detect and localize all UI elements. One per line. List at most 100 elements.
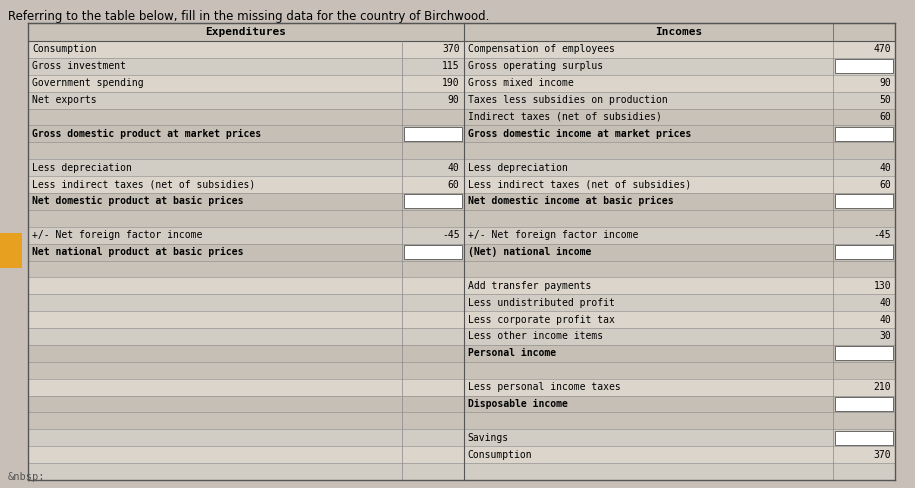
Bar [28,108,464,125]
Bar [28,294,464,311]
Text: 90: 90 [447,95,459,105]
Text: -45: -45 [874,230,891,240]
Text: Net domestic product at basic prices: Net domestic product at basic prices [32,196,243,206]
Text: 130: 130 [874,281,891,291]
Text: Gross operating surplus: Gross operating surplus [468,61,603,71]
Bar [404,127,461,141]
Text: Disposable income: Disposable income [468,399,567,409]
Text: Less depreciation: Less depreciation [468,163,567,173]
Bar [28,159,464,176]
Bar [28,75,464,92]
Bar [464,41,895,58]
Bar [404,245,461,259]
Bar [28,345,464,362]
Bar [464,227,895,244]
Text: Consumption: Consumption [32,44,97,55]
Text: Less corporate profit tax: Less corporate profit tax [468,315,614,325]
Bar [464,210,895,227]
Bar [464,412,895,429]
Text: Consumption: Consumption [468,449,533,460]
Text: Incomes: Incomes [656,27,703,37]
Bar [835,397,893,411]
Text: 40: 40 [879,163,891,173]
Text: 370: 370 [874,449,891,460]
Text: Gross domestic product at market prices: Gross domestic product at market prices [32,129,261,139]
Bar [464,244,895,261]
Text: Referring to the table below, fill in the missing data for the country of Birchw: Referring to the table below, fill in th… [8,10,490,23]
Text: Gross investment: Gross investment [32,61,126,71]
Text: Net national product at basic prices: Net national product at basic prices [32,247,243,257]
Text: Less undistributed profit: Less undistributed profit [468,298,614,308]
Bar [464,261,895,277]
Text: 210: 210 [874,382,891,392]
Bar [464,58,895,75]
Bar [28,446,464,463]
Bar [28,58,464,75]
Bar [28,176,464,193]
Bar [28,396,464,412]
Text: Add transfer payments: Add transfer payments [468,281,591,291]
Bar [464,379,895,396]
Bar [28,193,464,210]
Bar [28,142,464,159]
Bar [835,194,893,208]
Text: 30: 30 [879,331,891,342]
Bar [28,41,464,58]
Bar [28,311,464,328]
Text: Less depreciation: Less depreciation [32,163,132,173]
Bar [464,125,895,142]
Text: Expenditures: Expenditures [205,27,286,37]
Text: +/- Net foreign factor income: +/- Net foreign factor income [468,230,638,240]
Text: 60: 60 [447,180,459,189]
Bar [835,60,893,73]
Text: 60: 60 [879,112,891,122]
Bar [28,379,464,396]
Bar [28,244,464,261]
Bar [464,176,895,193]
Bar [28,463,464,480]
Bar [28,125,464,142]
Bar [464,429,895,446]
Text: &nbsp;: &nbsp; [8,472,46,482]
Text: Less personal income taxes: Less personal income taxes [468,382,620,392]
Bar [404,194,461,208]
Text: Net exports: Net exports [32,95,97,105]
Text: Savings: Savings [468,433,509,443]
Bar [0,233,22,268]
Bar [464,75,895,92]
Text: 115: 115 [442,61,459,71]
Bar [464,108,895,125]
Text: Personal income: Personal income [468,348,555,358]
Bar [464,311,895,328]
Bar [28,362,464,379]
Bar [464,294,895,311]
Text: Indirect taxes (net of subsidies): Indirect taxes (net of subsidies) [468,112,662,122]
Bar [464,142,895,159]
Bar [464,23,895,41]
Text: 40: 40 [879,298,891,308]
Bar [28,328,464,345]
Text: 50: 50 [879,95,891,105]
Bar [464,193,895,210]
Bar [835,245,893,259]
Text: +/- Net foreign factor income: +/- Net foreign factor income [32,230,202,240]
Text: 40: 40 [879,315,891,325]
Text: Taxes less subsidies on production: Taxes less subsidies on production [468,95,667,105]
Bar [835,127,893,141]
Text: Less other income items: Less other income items [468,331,603,342]
Bar [464,159,895,176]
Bar [464,463,895,480]
Bar [464,277,895,294]
Text: Gross mixed income: Gross mixed income [468,78,574,88]
Bar [464,446,895,463]
Text: 470: 470 [874,44,891,55]
Text: -45: -45 [442,230,459,240]
Bar [28,92,464,108]
Text: Net domestic income at basic prices: Net domestic income at basic prices [468,196,673,206]
Bar [28,412,464,429]
Bar [464,345,895,362]
Bar [28,429,464,446]
Text: 370: 370 [442,44,459,55]
Bar [464,362,895,379]
Text: Government spending: Government spending [32,78,144,88]
